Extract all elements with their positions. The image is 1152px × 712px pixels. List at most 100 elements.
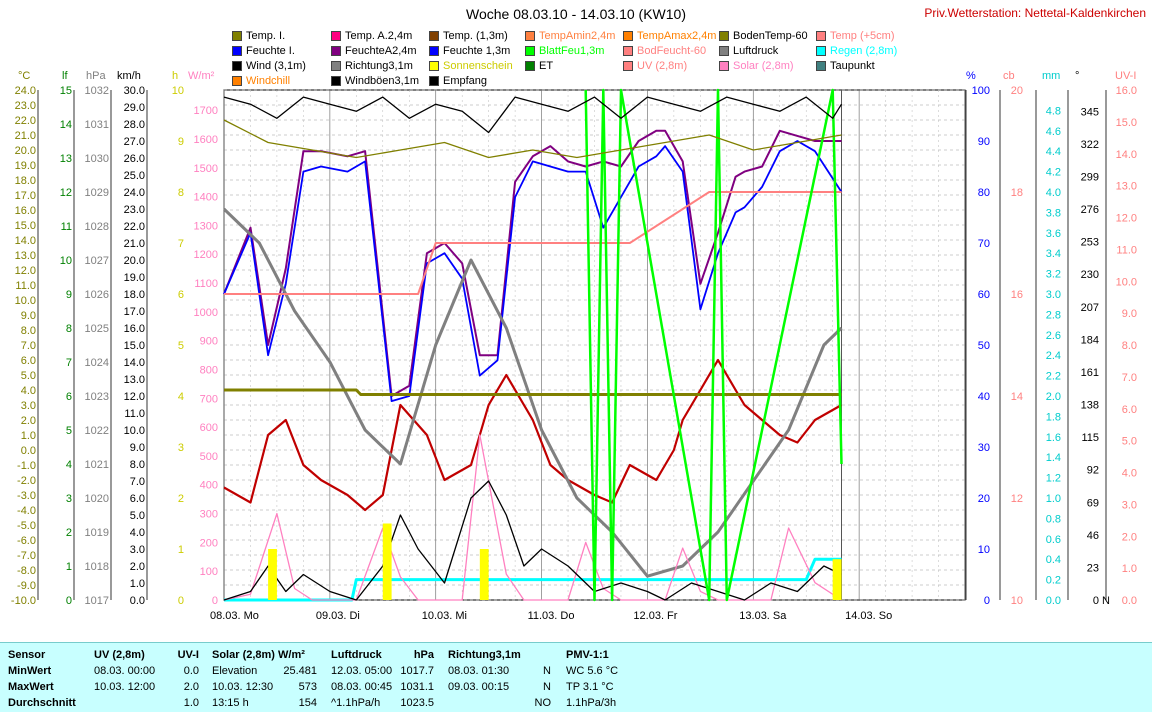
hpa-tick: 1022 xyxy=(85,425,109,437)
mm-tick: 0.2 xyxy=(1046,575,1061,587)
cb-tick: 16 xyxy=(1011,289,1023,301)
temp-tick: 9.0 xyxy=(21,310,36,322)
mm-tick: 4.0 xyxy=(1046,187,1061,199)
kmh-tick: 15.0 xyxy=(124,340,145,352)
col-pmv-header: PMV-1:1 xyxy=(566,649,609,661)
luft-r3-val: 1023.5 xyxy=(400,697,434,709)
legend-label: BodenTemp-60 xyxy=(733,30,808,42)
sunshine-bar xyxy=(382,523,392,600)
series-line xyxy=(223,358,843,512)
pct-tick: 20 xyxy=(978,493,990,505)
deg-north-label: N xyxy=(1102,595,1110,607)
luft-r2-val: 1031.1 xyxy=(400,681,434,693)
temp-tick: 11.0 xyxy=(15,280,36,292)
hpa-tick: 1028 xyxy=(85,221,109,233)
legend-label: Temp (+5cm) xyxy=(830,30,895,42)
kmh-tick: 3.0 xyxy=(130,544,145,556)
h-tick: 6 xyxy=(178,289,184,301)
mm-tick: 2.6 xyxy=(1046,330,1061,342)
pct-unit-label: % xyxy=(966,70,976,82)
series-line xyxy=(223,119,842,159)
lf-tick: 9 xyxy=(66,289,72,301)
kmh-tick: 8.0 xyxy=(130,459,145,471)
uv-max-time: 10.03. 12:00 xyxy=(94,681,156,693)
legend-item: Temp. (1,3m) xyxy=(429,30,508,42)
wm2-tick: 100 xyxy=(200,566,218,578)
kmh-tick: 26.0 xyxy=(124,153,145,165)
x-tick-label: 10.03. Mi xyxy=(422,610,467,622)
mm-tick: 4.2 xyxy=(1046,167,1061,179)
legend-item: Windchill xyxy=(232,75,290,87)
pmv-r2: TP 3.1 °C xyxy=(566,681,614,693)
kmh-tick: 30.0 xyxy=(124,85,145,97)
temp-tick: 15.0 xyxy=(15,220,36,232)
temp-tick: 8.0 xyxy=(21,325,36,337)
temp-tick: 4.0 xyxy=(21,385,36,397)
lf-tick: 12 xyxy=(60,187,72,199)
mm-tick: 3.8 xyxy=(1046,207,1061,219)
wm2-tick: 1700 xyxy=(194,105,218,117)
legend-label: BlattFeu1,3m xyxy=(539,45,605,57)
hpa-tick: 1027 xyxy=(85,255,109,267)
wm2-tick: 200 xyxy=(200,537,218,549)
legend-label: BodFeucht-60 xyxy=(637,45,707,57)
temp-tick: -2.0 xyxy=(17,475,36,487)
solar-r3-label: 13:15 h xyxy=(212,697,249,709)
series-line xyxy=(223,140,843,402)
legend-item: Regen (2,8m) xyxy=(816,45,897,57)
pct-tick: 50 xyxy=(978,340,990,352)
series-line xyxy=(584,88,843,602)
pct-tick: 70 xyxy=(978,238,990,250)
solar-r2-label: 10.03. 12:30 xyxy=(212,681,274,693)
hpa-tick: 1029 xyxy=(85,187,109,199)
wm2-tick: 800 xyxy=(200,364,218,376)
kmh-tick: 14.0 xyxy=(124,357,145,369)
lf-tick: 10 xyxy=(60,255,72,267)
h-tick: 3 xyxy=(178,442,184,454)
legend-item: Feuchte I. xyxy=(232,45,295,57)
col-sensor: Sensor MinWert MaxWert Durchschnitt xyxy=(8,647,76,711)
mm-tick: 1.6 xyxy=(1046,432,1061,444)
kmh-tick: 4.0 xyxy=(130,527,145,539)
legend-item: Feuchte 1,3m xyxy=(429,45,510,57)
richt-r1-val: N xyxy=(543,665,551,677)
wm2-tick: 1600 xyxy=(194,134,218,146)
kmh-tick: 21.0 xyxy=(124,238,145,250)
lf-tick: 1 xyxy=(66,561,72,573)
cb-unit-label: cb xyxy=(1003,70,1015,82)
temp-tick: 17.0 xyxy=(15,190,36,202)
deg-tick: 115 xyxy=(1081,432,1099,444)
legend: Temp. I. Temp. A.2,4m Temp. (1,3m) TempAmin… xyxy=(232,30,897,90)
kmh-tick: 13.0 xyxy=(124,374,145,386)
legend-swatch xyxy=(525,61,535,71)
mm-tick: 2.2 xyxy=(1046,371,1061,383)
deg-tick: 253 xyxy=(1081,237,1099,249)
kmh-tick: 17.0 xyxy=(124,306,145,318)
kmh-tick: 20.0 xyxy=(124,255,145,267)
legend-item: Temp (+5cm) xyxy=(816,30,895,42)
uvi-unit-label: UV-I xyxy=(1115,70,1137,82)
deg-tick: 322 xyxy=(1081,139,1099,151)
legend-swatch xyxy=(232,46,242,56)
uvi-tick: 1.0 xyxy=(1122,563,1137,575)
legend-item: Sonnenschein xyxy=(429,60,513,72)
temp-tick: -3.0 xyxy=(17,490,36,502)
temp-tick: 19.0 xyxy=(15,160,36,172)
temp-tick: 12.0 xyxy=(15,265,36,277)
kmh-tick: 24.0 xyxy=(124,187,145,199)
kmh-tick: 11.0 xyxy=(124,408,145,420)
deg-tick: 345 xyxy=(1081,106,1099,118)
x-tick-label: 14.03. So xyxy=(845,610,892,622)
legend-swatch xyxy=(719,46,729,56)
deg-tick: 299 xyxy=(1081,171,1099,183)
mm-tick: 3.4 xyxy=(1046,248,1061,260)
uvi-tick: 7.0 xyxy=(1122,372,1137,384)
col-uv-header: UV (2,8m) xyxy=(94,649,145,661)
wm2-unit-label: W/m² xyxy=(188,70,215,82)
kmh-tick: 25.0 xyxy=(124,170,145,182)
legend-swatch xyxy=(429,76,439,86)
legend-item: BlattFeu1,3m xyxy=(525,45,604,57)
uvi-tick: 6.0 xyxy=(1122,404,1137,416)
station-name: Priv.Wetterstation: Nettetal-Kaldenkirch… xyxy=(924,6,1146,20)
kmh-tick: 19.0 xyxy=(124,272,145,284)
